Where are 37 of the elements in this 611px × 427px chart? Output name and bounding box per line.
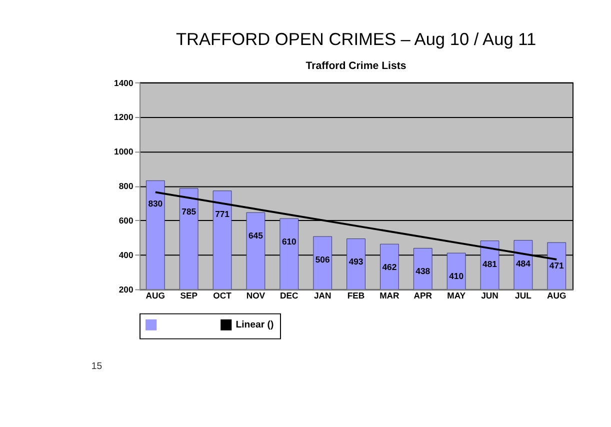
chart-subtitle: Trafford Crime Lists xyxy=(306,60,406,72)
data-label: 481 xyxy=(482,258,498,269)
data-label: 785 xyxy=(182,206,196,216)
data-label: 471 xyxy=(549,260,564,271)
x-tick-label: AUG xyxy=(547,290,567,300)
y-tick-label: 800 xyxy=(118,181,134,192)
chart-title: TRAFFORD OPEN CRIMES – Aug 10 / Aug 11 xyxy=(176,28,536,49)
data-label: 438 xyxy=(416,266,430,276)
y-tick-label: 600 xyxy=(118,216,134,226)
y-tick-label: 200 xyxy=(118,284,134,295)
x-tick-label: APR xyxy=(414,290,433,300)
x-tick-label: DEC xyxy=(280,290,298,300)
x-tick-label: FEB xyxy=(347,290,365,300)
data-label: 484 xyxy=(516,258,531,268)
y-tick-label: 1200 xyxy=(114,112,134,122)
data-label: 645 xyxy=(248,230,264,241)
x-tick-label: AUG xyxy=(146,290,166,300)
x-tick-label: MAR xyxy=(380,290,400,300)
y-tick-label: 1000 xyxy=(114,146,134,157)
x-tick-label: NOV xyxy=(246,290,266,300)
data-label: 493 xyxy=(348,256,364,267)
data-label: 610 xyxy=(282,236,297,247)
data-label: 506 xyxy=(315,254,330,264)
x-tick-label: JAN xyxy=(314,290,332,300)
data-label: 410 xyxy=(449,271,464,282)
x-tick-label: JUN xyxy=(481,290,498,300)
data-label: 462 xyxy=(382,262,397,272)
x-tick-label: JUL xyxy=(515,290,532,300)
legend-label: Linear () xyxy=(236,320,274,331)
y-tick-label: 1400 xyxy=(114,78,134,88)
data-label: 830 xyxy=(148,198,163,209)
x-tick-label: MAY xyxy=(447,290,466,300)
data-label: 771 xyxy=(215,208,230,219)
y-tick-label: 400 xyxy=(118,250,134,260)
x-tick-label: OCT xyxy=(213,290,232,300)
x-tick-label: SEP xyxy=(180,290,198,300)
text: 15 xyxy=(91,361,102,372)
